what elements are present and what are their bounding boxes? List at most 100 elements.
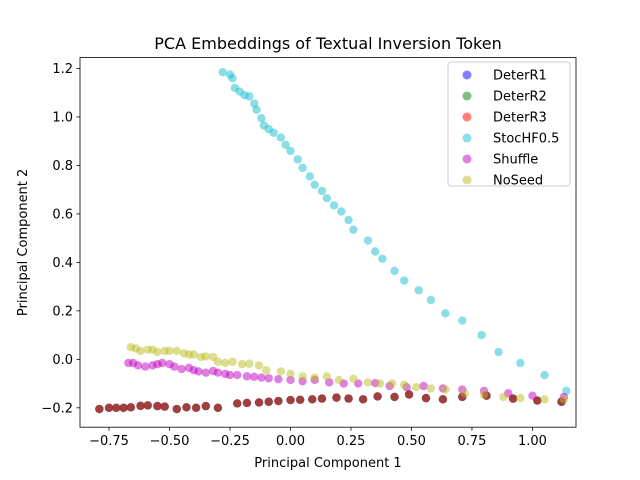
data-point: [426, 295, 436, 305]
data-point: [310, 180, 319, 190]
data-point: [508, 394, 518, 403]
data-point: [213, 368, 223, 377]
data-point: [170, 362, 179, 371]
data-point: [228, 74, 237, 83]
data-point: [308, 395, 317, 404]
data-point: [349, 225, 358, 234]
y-axis-label: Principal Component 2: [16, 169, 31, 316]
data-point: [281, 140, 290, 150]
data-point: [460, 389, 469, 398]
x-tick-label: 1.00: [518, 434, 547, 449]
data-point: [191, 403, 201, 413]
data-point: [264, 397, 273, 406]
data-point: [412, 383, 421, 392]
data-point: [528, 391, 537, 400]
data-point: [165, 346, 174, 356]
data-point: [158, 358, 167, 368]
series-noseed: [126, 343, 569, 404]
series-deterr3: [95, 390, 566, 414]
legend-marker: [462, 133, 472, 143]
data-point: [228, 357, 237, 366]
y-tick-label: 1.2: [52, 62, 73, 77]
data-point: [499, 392, 508, 402]
legend-label: StocHF0.5: [493, 132, 559, 147]
legend-label: DeterR2: [493, 90, 547, 105]
data-point: [257, 113, 266, 123]
x-axis-ticks: −0.75 −0.50 −0.25 0.00 0.25 0.50 0.75 1.00: [89, 427, 547, 449]
data-point: [295, 395, 305, 405]
legend-label: NoSeed: [493, 174, 543, 189]
data-point: [237, 359, 247, 369]
data-point: [276, 133, 286, 142]
data-point: [349, 374, 358, 383]
data-point: [298, 163, 307, 173]
data-point: [317, 186, 327, 196]
y-axis-ticks: −0.2 0.0 0.2 0.4 0.6 0.8 1.0 1.2: [41, 62, 80, 416]
x-tick-label: 0.00: [276, 434, 305, 449]
data-point: [441, 309, 450, 318]
data-point: [458, 316, 467, 325]
data-point: [426, 384, 436, 393]
data-point: [242, 372, 252, 381]
data-point: [269, 128, 278, 137]
legend-label: DeterR1: [493, 69, 547, 84]
data-point: [276, 367, 286, 376]
data-point: [112, 403, 121, 413]
data-point: [160, 402, 169, 411]
data-point: [172, 346, 181, 356]
legend-label: Shuffle: [493, 153, 538, 168]
data-point: [337, 207, 346, 216]
data-point: [540, 395, 549, 404]
data-point: [358, 395, 368, 404]
data-point: [400, 380, 409, 389]
y-tick-label: 0.8: [52, 159, 73, 174]
data-point: [201, 401, 211, 411]
y-tick-label: 0.0: [52, 353, 73, 368]
data-point: [225, 370, 235, 380]
data-point: [286, 375, 295, 385]
data-point: [317, 394, 327, 403]
data-point: [104, 403, 114, 413]
y-tick-label: 0.6: [52, 207, 73, 222]
data-point: [254, 398, 264, 407]
legend-marker: [462, 175, 472, 185]
legend-marker: [462, 91, 472, 101]
data-point: [233, 370, 242, 380]
data-point: [201, 352, 211, 361]
chart-title: PCA Embeddings of Textual Inversion Toke…: [154, 34, 501, 53]
data-point: [479, 390, 489, 399]
y-tick-label: 0.2: [52, 304, 73, 319]
data-point: [153, 401, 162, 411]
data-point: [310, 373, 319, 382]
data-point: [378, 254, 387, 263]
y-tick-label: 0.4: [52, 256, 73, 271]
data-point: [494, 347, 503, 357]
series-stochf0-5: [218, 67, 571, 396]
data-point: [233, 399, 242, 408]
data-point: [218, 67, 227, 77]
data-point: [373, 392, 382, 401]
data-point: [322, 372, 331, 381]
data-point: [390, 266, 399, 276]
data-point: [400, 276, 409, 285]
data-point: [119, 403, 128, 413]
data-point: [344, 394, 353, 403]
data-point: [213, 357, 223, 366]
data-point: [153, 347, 162, 357]
data-point: [363, 378, 373, 387]
data-point: [172, 404, 181, 414]
data-point: [293, 155, 302, 164]
data-point: [250, 372, 259, 381]
data-point: [141, 362, 150, 371]
data-point: [286, 369, 295, 379]
plot-frame: [79, 57, 577, 428]
data-point: [286, 146, 295, 156]
data-point: [133, 361, 143, 370]
y-tick-label: 1.0: [52, 110, 73, 125]
data-point: [143, 401, 152, 410]
data-point: [194, 367, 203, 376]
data-point: [298, 372, 307, 381]
data-point: [262, 366, 271, 375]
data-point: [245, 92, 254, 101]
